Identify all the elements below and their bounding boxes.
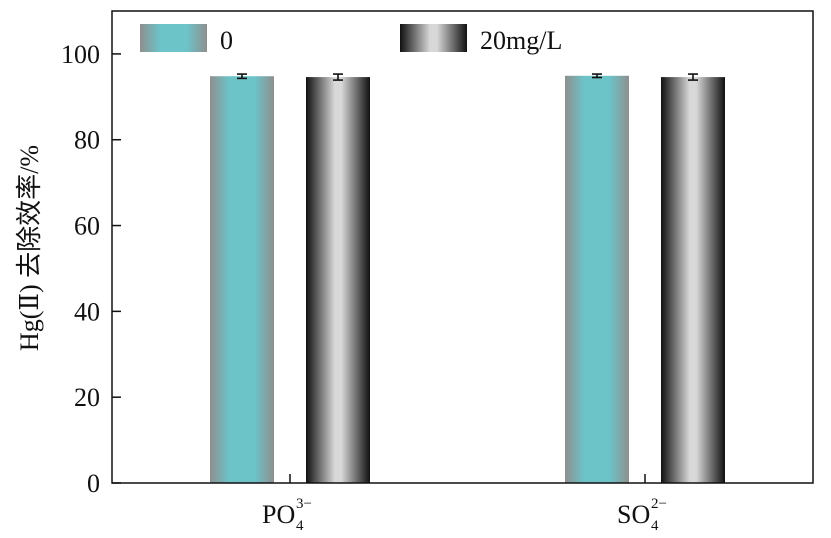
x-category-label: SO2− 4	[617, 496, 667, 534]
error-bar	[237, 73, 247, 80]
y-axis-label: Hg(Ⅱ) 去除效率/%	[15, 145, 44, 351]
bar-control-1	[565, 75, 629, 483]
legend-label: 0	[220, 26, 233, 55]
legend-swatch	[140, 24, 207, 52]
y-tick-label: 20	[74, 383, 100, 412]
plot-frame	[111, 10, 814, 484]
y-tick-label: 100	[61, 40, 100, 69]
bar-treated-1	[661, 77, 725, 483]
y-axis-ticks: 0 20 40 60 80 100	[61, 40, 121, 498]
legend-item-1: 20mg/L	[400, 24, 562, 55]
y-tick-label: 40	[74, 297, 100, 326]
legend-label: 20mg/L	[480, 26, 562, 55]
bars	[210, 73, 725, 484]
y-tick-label: 60	[74, 212, 100, 241]
legend-item-0: 0	[140, 24, 233, 55]
error-bar	[592, 73, 602, 79]
error-bar	[333, 73, 343, 81]
x-category-label: PO3− 4	[262, 496, 312, 534]
y-tick-label: 80	[74, 126, 100, 155]
bar-treated-0	[306, 77, 370, 483]
bar-control-0	[210, 76, 274, 484]
x-axis-labels: PO3− 4 SO2− 4	[262, 474, 667, 534]
error-bar	[688, 73, 698, 81]
y-tick-label: 0	[87, 469, 100, 498]
legend-swatch	[400, 24, 467, 52]
legend: 0 20mg/L	[140, 24, 562, 55]
